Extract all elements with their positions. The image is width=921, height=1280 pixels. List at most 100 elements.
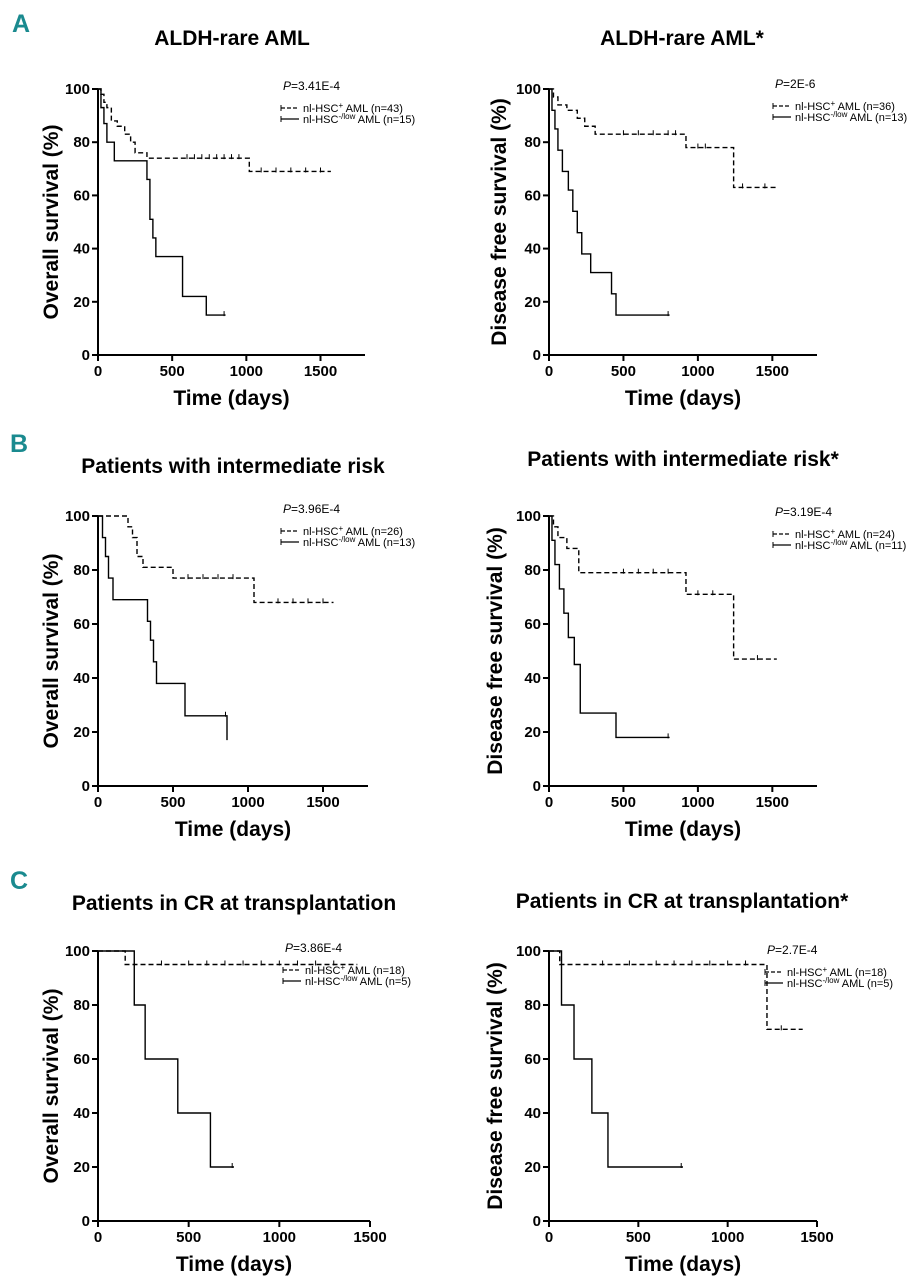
- legend-entry: nl-HSC-/low AML (n=11): [772, 538, 906, 552]
- p-value: P=2E-6: [775, 77, 816, 91]
- series-line-nl-hsc-low: [98, 88, 226, 316]
- y-tick-label: 80: [73, 997, 90, 1014]
- y-tick-label: 60: [524, 187, 541, 204]
- y-tick-label: 80: [73, 562, 90, 579]
- legend-entry: nl-HSC+ AML (n=18): [764, 965, 887, 979]
- y-tick-label: 100: [516, 943, 541, 960]
- series-line-nl-hsc-low: [98, 950, 234, 1168]
- y-tick-label: 100: [65, 508, 90, 525]
- y-tick-label: 100: [516, 508, 541, 525]
- x-tick-label: 1000: [230, 363, 263, 380]
- x-tick-label: 1500: [756, 794, 789, 811]
- chart-title: Patients in CR at transplantation*: [516, 890, 849, 913]
- y-tick-label: 80: [524, 997, 541, 1014]
- legend-entry: nl-HSC+ AML (n=24): [772, 527, 895, 541]
- p-value: P=2.7E-4: [767, 943, 818, 957]
- y-tick-label: 20: [524, 724, 541, 741]
- legend-entry: nl-HSC-/low AML (n=5): [764, 976, 893, 990]
- y-tick-label: 100: [65, 81, 90, 98]
- y-tick-label: 20: [73, 294, 90, 311]
- y-axis-label: Disease free survival (%): [488, 98, 511, 345]
- x-tick-label: 500: [160, 363, 185, 380]
- y-tick-label: 60: [73, 616, 90, 633]
- x-tick-label: 500: [176, 1229, 201, 1246]
- chart-3: Patients with intermediate risk 0 20 40 60 80…: [40, 455, 415, 841]
- series-line-nl-hsc-positive: [549, 88, 777, 189]
- legend-entry: nl-HSC+ AML (n=26): [280, 524, 403, 538]
- x-tick-label: 1500: [756, 363, 789, 380]
- y-tick-label: 100: [65, 943, 90, 960]
- x-tick-label: 1500: [304, 363, 337, 380]
- legend-label: nl-HSC+ AML (n=24): [795, 527, 895, 541]
- x-tick-label: 1500: [800, 1229, 833, 1246]
- p-value: P=3.96E-4: [283, 502, 340, 516]
- series-line-nl-hsc-positive: [98, 515, 334, 604]
- chart-title: Patients in CR at transplantation: [72, 892, 396, 915]
- x-tick-label: 1000: [263, 1229, 296, 1246]
- y-axis-label: Overall survival (%): [40, 989, 63, 1184]
- y-tick-label: 0: [533, 1213, 541, 1230]
- x-tick-label: 500: [160, 794, 185, 811]
- x-tick-label: 0: [94, 363, 102, 380]
- y-tick-label: 60: [524, 616, 541, 633]
- panel-letter-a: A: [12, 10, 30, 38]
- legend-entry: nl-HSC-/low AML (n=15): [280, 112, 415, 126]
- x-axis-label: Time (days): [175, 818, 291, 841]
- chart-title: Patients with intermediate risk*: [527, 448, 839, 471]
- series-line-nl-hsc-positive: [549, 515, 777, 660]
- y-tick-label: 40: [73, 670, 90, 687]
- legend-label: nl-HSC-/low AML (n=15): [303, 112, 415, 126]
- x-axis-label: Time (days): [176, 1253, 292, 1276]
- series-line-nl-hsc-low: [549, 950, 683, 1168]
- x-axis-label: Time (days): [625, 1253, 741, 1276]
- legend-label: nl-HSC+ AML (n=18): [305, 963, 405, 977]
- legend-label: nl-HSC+ AML (n=26): [303, 524, 403, 538]
- y-tick-label: 100: [516, 81, 541, 98]
- y-tick-label: 0: [82, 1213, 90, 1230]
- x-tick-label: 1000: [231, 794, 264, 811]
- y-tick-label: 40: [524, 670, 541, 687]
- panel-letter-c: C: [10, 867, 28, 895]
- legend-entry: nl-HSC-/low AML (n=13): [280, 535, 415, 549]
- y-tick-label: 80: [524, 562, 541, 579]
- x-tick-label: 1000: [711, 1229, 744, 1246]
- y-tick-label: 80: [524, 134, 541, 151]
- chart-title: Patients with intermediate risk: [81, 455, 385, 478]
- x-tick-label: 0: [545, 363, 553, 380]
- legend-label: nl-HSC+ AML (n=43): [303, 101, 403, 115]
- legend-entry: nl-HSC+ AML (n=36): [772, 99, 895, 113]
- x-tick-label: 500: [611, 363, 636, 380]
- legend-entry: nl-HSC+ AML (n=43): [280, 101, 403, 115]
- legend-label: nl-HSC-/low AML (n=5): [305, 974, 411, 988]
- y-tick-label: 40: [73, 241, 90, 258]
- chart-title: ALDH-rare AML*: [600, 27, 765, 50]
- series-line-nl-hsc-positive: [98, 950, 358, 966]
- series-line-nl-hsc-low: [549, 88, 670, 316]
- x-axis-label: Time (days): [173, 387, 289, 410]
- y-axis-label: Disease free survival (%): [484, 527, 507, 774]
- legend-entry: nl-HSC+ AML (n=18): [282, 963, 405, 977]
- x-tick-label: 500: [611, 794, 636, 811]
- panel-letter-b: B: [10, 430, 28, 458]
- y-tick-label: 0: [533, 778, 541, 795]
- y-tick-label: 20: [73, 1159, 90, 1176]
- x-tick-label: 1500: [306, 794, 339, 811]
- y-tick-label: 40: [73, 1105, 90, 1122]
- chart-6: Patients in CR at transplantation* 0 20 40 6…: [484, 890, 893, 1276]
- legend-label: nl-HSC+ AML (n=36): [795, 99, 895, 113]
- y-tick-label: 20: [524, 294, 541, 311]
- y-tick-label: 20: [524, 1159, 541, 1176]
- legend-entry: nl-HSC-/low AML (n=13): [772, 110, 907, 124]
- y-tick-label: 40: [524, 1105, 541, 1122]
- y-tick-label: 0: [82, 347, 90, 364]
- x-tick-label: 1500: [353, 1229, 386, 1246]
- series-line-nl-hsc-low: [98, 515, 228, 741]
- legend-label: nl-HSC-/low AML (n=13): [303, 535, 415, 549]
- legend-label: nl-HSC-/low AML (n=11): [795, 538, 906, 552]
- x-axis-label: Time (days): [625, 818, 741, 841]
- legend-label: nl-HSC+ AML (n=18): [787, 965, 887, 979]
- chart-4: Patients with intermediate risk* 0 20 40 60 8…: [484, 448, 906, 841]
- legend-entry: nl-HSC-/low AML (n=5): [282, 974, 411, 988]
